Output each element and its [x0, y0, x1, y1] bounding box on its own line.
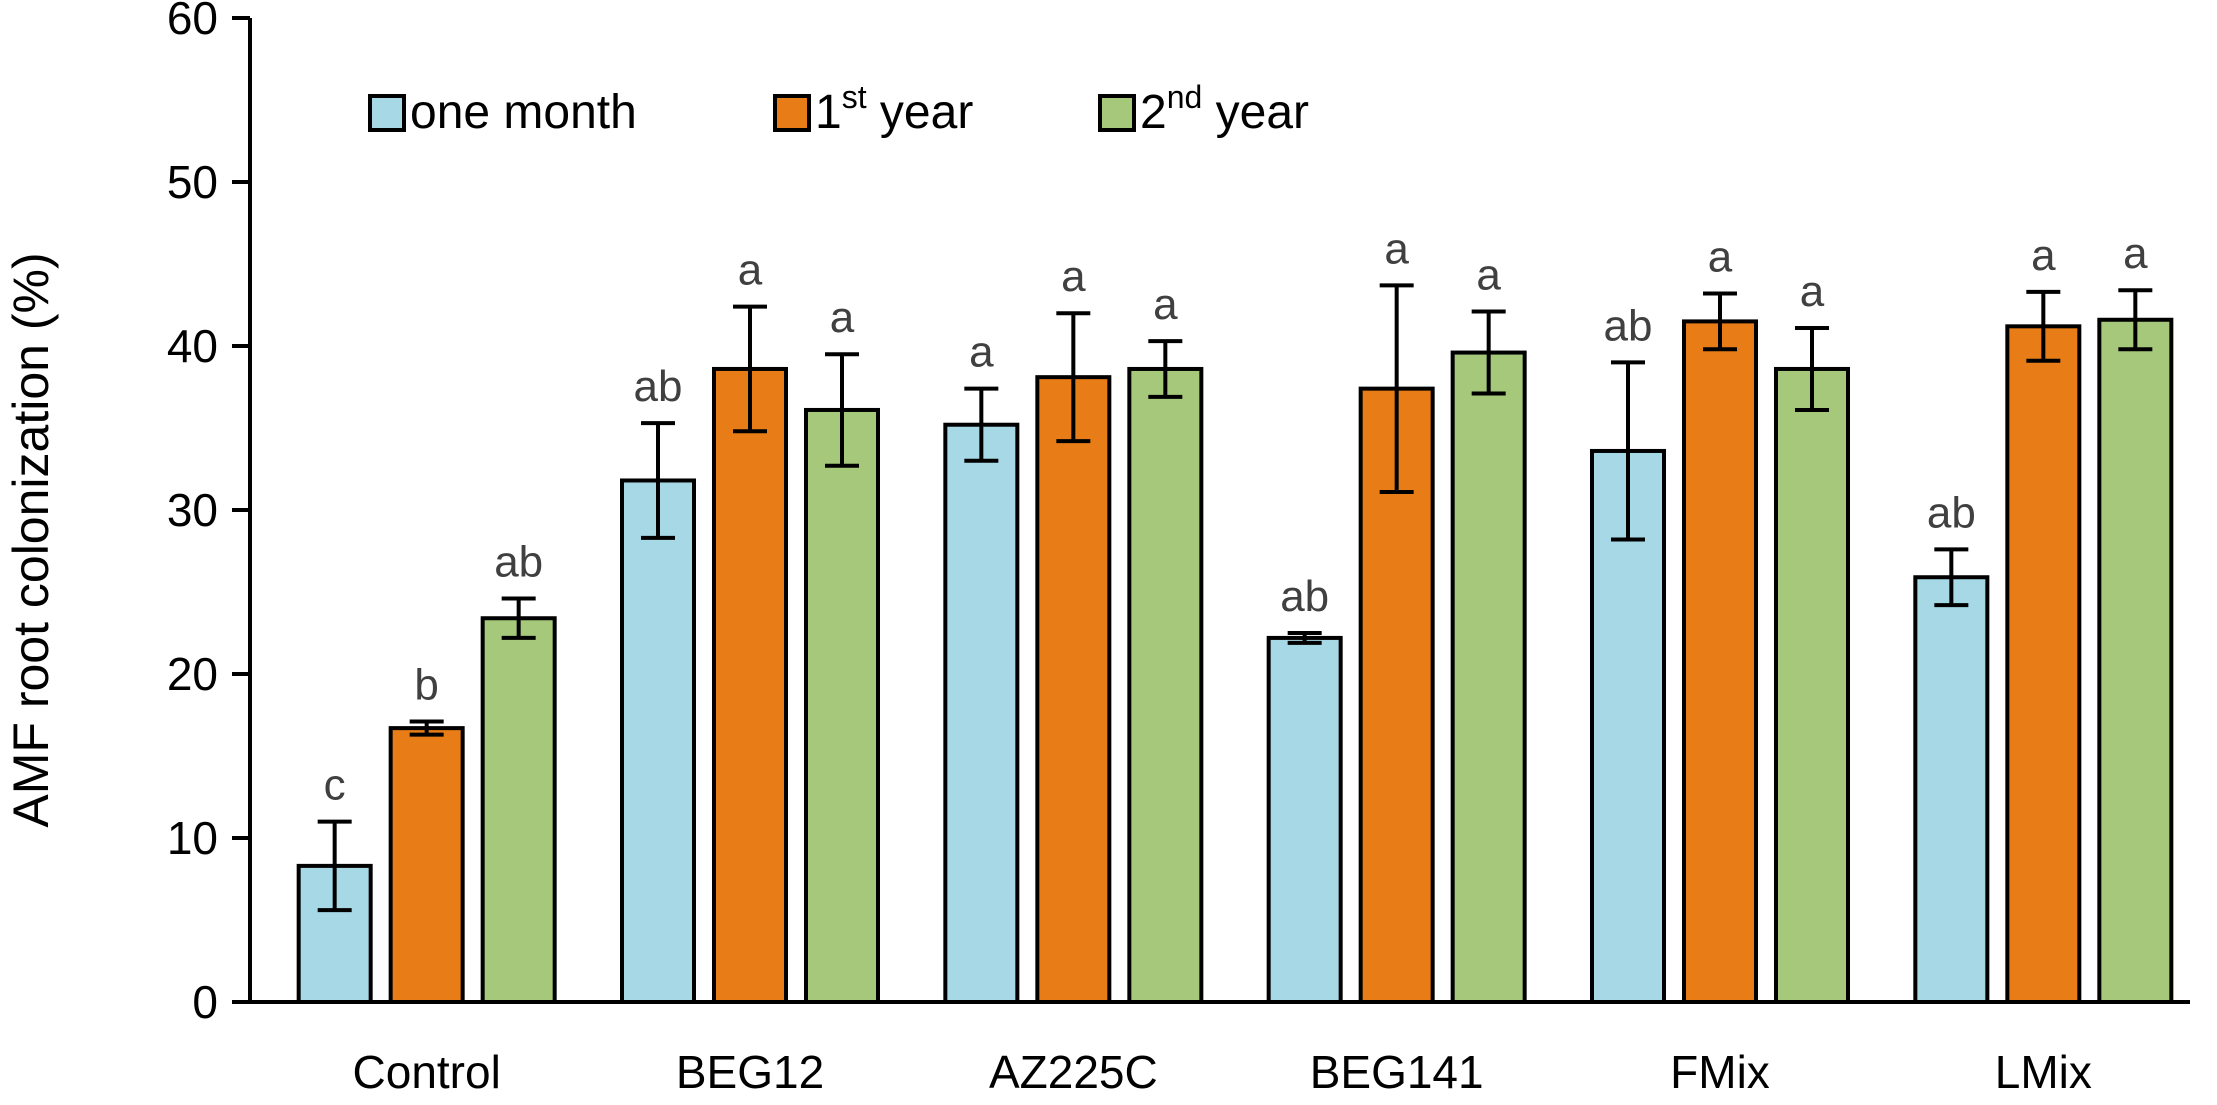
significance-label: b	[414, 661, 438, 710]
y-tick-label: 50	[167, 156, 218, 208]
significance-label: a	[1153, 280, 1178, 329]
significance-label: a	[1708, 233, 1733, 282]
category-label: BEG12	[676, 1046, 824, 1098]
bar-2nd-year-FMix	[1774, 366, 1850, 1004]
significance-label: a	[738, 246, 763, 295]
bar-2nd-year-Control	[480, 616, 557, 1004]
significance-label: ab	[1604, 301, 1653, 350]
bar-one-month-FMix	[1590, 448, 1666, 1004]
bar-2nd-year-AZ225C	[1127, 366, 1204, 1004]
significance-label: ab	[634, 362, 683, 411]
bar-2nd-year-LMix	[2097, 317, 2174, 1004]
significance-label: a	[2123, 229, 2148, 278]
bar-one-month-BEG12	[620, 478, 696, 1005]
category-label: BEG141	[1310, 1046, 1484, 1098]
legend-label: 2nd year	[1140, 79, 1309, 139]
significance-label: c	[324, 761, 346, 810]
y-tick-label: 60	[167, 0, 218, 44]
bar-one-month-AZ225C	[943, 422, 1020, 1005]
significance-label: ab	[494, 538, 543, 587]
y-tick-label: 20	[167, 648, 218, 700]
significance-label: a	[2031, 231, 2056, 280]
legend-swatch	[368, 94, 406, 132]
y-tick-label: 30	[167, 484, 218, 536]
bar-1st-year-AZ225C	[1035, 375, 1112, 1005]
legend-swatch	[1098, 94, 1136, 132]
y-axis-title: AMF root colonization (%)	[3, 252, 59, 827]
category-label: LMix	[1995, 1046, 2092, 1098]
category-label: Control	[353, 1046, 501, 1098]
significance-label: a	[1061, 252, 1086, 301]
legend: one month 1st year 2nd year	[368, 79, 1309, 139]
significance-label: a	[1800, 267, 1825, 316]
bar-one-month-LMix	[1913, 575, 1990, 1004]
bar-1st-year-FMix	[1682, 319, 1758, 1004]
significance-label: a	[1384, 224, 1409, 273]
bar-1st-year-BEG12	[712, 366, 788, 1004]
significance-label: a	[830, 293, 855, 342]
bars-layer: c b ab Control ab a a BEG12 a a a AZ225C ab a a BEG141 a…	[296, 224, 2174, 1098]
bar-1st-year-LMix	[2005, 324, 2082, 1004]
bar-1st-year-Control	[388, 726, 465, 1004]
legend-swatch	[773, 94, 811, 132]
category-label: AZ225C	[989, 1046, 1158, 1098]
significance-label: a	[969, 328, 994, 377]
category-label: FMix	[1670, 1046, 1770, 1098]
bar-one-month-BEG141	[1266, 635, 1343, 1004]
y-tick-label: 40	[167, 320, 218, 372]
y-tick-label: 10	[167, 812, 218, 864]
legend-label: one month	[410, 86, 637, 139]
significance-label: ab	[1280, 572, 1329, 621]
y-tick-label: 0	[192, 976, 218, 1028]
bar-2nd-year-BEG12	[804, 407, 880, 1004]
axes: 0 10 20 30 40 50 60	[167, 0, 2190, 1028]
significance-label: ab	[1927, 488, 1976, 537]
bar-2nd-year-BEG141	[1450, 350, 1527, 1004]
legend-label: 1st year	[815, 79, 973, 139]
significance-label: a	[1476, 251, 1501, 300]
